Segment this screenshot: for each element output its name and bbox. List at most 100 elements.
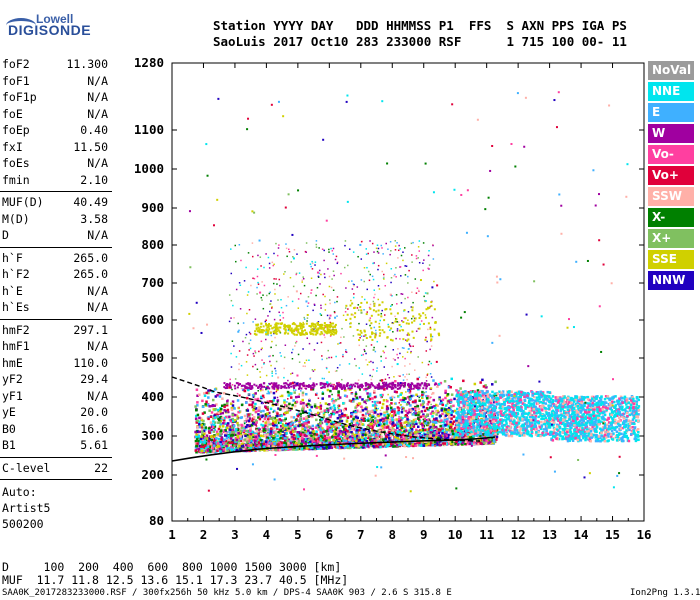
param-name: foE — [2, 106, 23, 121]
param-row: foF1 N/A — [2, 74, 108, 89]
legend-item-ssw: SSW — [648, 187, 694, 206]
param-name: fxI — [2, 139, 23, 154]
auto-line3: 500200 — [2, 517, 44, 531]
y-tick-label: 700 — [141, 275, 164, 290]
x-tick-label: 3 — [231, 527, 239, 542]
param-value: N/A — [87, 339, 108, 353]
y-tick-label: 600 — [141, 312, 164, 327]
param-row: MUF(D) 40.49 — [2, 195, 108, 210]
x-tick-label: 10 — [448, 527, 463, 542]
param-row: fmin 2.10 — [2, 173, 108, 188]
param-row: foEs N/A — [2, 156, 108, 171]
param-name: hmF2 — [2, 322, 30, 337]
param-value: 16.6 — [80, 421, 108, 436]
y-tick-label: 800 — [141, 237, 164, 252]
param-value: 3.58 — [80, 211, 108, 226]
y-tick-label: 1000 — [134, 161, 164, 176]
muf-row: MUF 11.7 11.8 12.5 13.6 15.1 17.3 23.7 4… — [2, 573, 349, 587]
param-value: 11.50 — [73, 139, 108, 154]
param-name: yE — [2, 405, 16, 419]
x-tick-label: 8 — [389, 527, 397, 542]
param-row: h`Es N/A — [2, 300, 108, 315]
param-name: yF2 — [2, 372, 23, 386]
param-row: yF2 29.4 — [2, 372, 108, 387]
param-row: yF1 N/A — [2, 389, 108, 404]
x-tick-label: 7 — [357, 527, 365, 542]
auto-line1: Auto: — [2, 485, 37, 499]
legend-item-x: X- — [648, 208, 694, 227]
profile-curve — [171, 436, 496, 462]
param-row: yE 20.0 — [2, 405, 108, 420]
x-tick-label: 12 — [511, 527, 526, 542]
param-value: N/A — [87, 156, 108, 170]
footer-info: SAA0K_2017283233000.RSF / 300fx256h 50 k… — [2, 588, 452, 598]
param-row: B0 16.6 — [2, 422, 108, 437]
param-name: h`F2 — [2, 267, 30, 281]
logo-swoosh-icon — [6, 18, 36, 33]
param-row: B1 5.61 — [2, 438, 108, 453]
param-name: hmF1 — [2, 339, 30, 353]
y-tick-label: 300 — [141, 428, 164, 443]
param-value: N/A — [87, 388, 108, 403]
logo-lowell: Lowell — [36, 12, 74, 26]
ionogram-plot: 1 2 3 4 5 6 7 8 9 10 11 12 13 14 15 1680200300400500600… — [134, 55, 652, 542]
legend-item-sse: SSE — [648, 250, 694, 269]
param-value: 29.4 — [80, 372, 108, 386]
echo-traces — [188, 91, 641, 493]
param-value: 0.40 — [80, 123, 108, 137]
legend-item-e: E — [648, 103, 694, 122]
legend-item-w: W — [648, 124, 694, 143]
param-value: 2.10 — [80, 172, 108, 187]
param-row: foEp 0.40 — [2, 123, 108, 138]
param-value: N/A — [87, 90, 108, 104]
legend-item-vo: Vo- — [648, 145, 694, 164]
footer-version: Ion2Png 1.3.17 — [630, 588, 700, 598]
legend-item-x: X+ — [648, 229, 694, 248]
header-line2: SaoLuis 2017 Oct10 283 233000 RSF 1 715 … — [213, 34, 627, 49]
distance-row: D 100 200 400 600 800 1000 1500 3000 [km… — [2, 560, 342, 574]
param-name: fmin — [2, 172, 30, 187]
param-separator — [0, 456, 112, 458]
x-tick-label: 1 — [168, 527, 176, 542]
param-value: 265.0 — [73, 267, 108, 281]
x-tick-label: 13 — [542, 527, 557, 542]
param-row: hmF2 297.1 — [2, 323, 108, 338]
x-tick-label: 11 — [479, 527, 494, 542]
param-row: C-level 22 — [2, 461, 108, 476]
param-value: 297.1 — [73, 322, 108, 337]
logo-digisonde: DIGISONDE — [8, 22, 92, 38]
param-name: h`F — [2, 250, 23, 265]
x-tick-label: 5 — [294, 527, 302, 542]
param-name: C-level — [2, 460, 51, 475]
y-tick-label: 900 — [141, 200, 164, 215]
param-value: 11.300 — [66, 57, 108, 71]
x-tick-label: 6 — [326, 527, 334, 542]
y-tick-label: 80 — [149, 513, 164, 528]
legend-item-nne: NNE — [648, 82, 694, 101]
param-name: yF1 — [2, 388, 23, 403]
param-separator — [0, 318, 112, 320]
y-tick-label: 1100 — [134, 122, 164, 137]
param-row: h`F 265.0 — [2, 251, 108, 266]
param-row: h`F2 265.0 — [2, 267, 108, 282]
param-separator — [0, 246, 112, 248]
header-line1: Station YYYY DAY DDD HHMMSS P1 FFS S AXN… — [213, 18, 627, 33]
param-name: MUF(D) — [2, 195, 44, 209]
x-tick-label: 4 — [263, 527, 271, 542]
x-tick-label: 16 — [636, 527, 651, 542]
parameter-panel: foF2 11.300 foF1 N/A foF1p N/A foE N/A foEp 0.40 f… — [0, 0, 112, 600]
param-separator — [0, 191, 112, 192]
param-name: h`Es — [2, 300, 30, 314]
param-value: N/A — [87, 283, 108, 298]
x-tick-label: 9 — [420, 527, 428, 542]
param-value: 265.0 — [73, 250, 108, 265]
param-value: 40.49 — [73, 195, 108, 209]
param-row: foF2 11.300 — [2, 57, 108, 72]
auto-line2: Artist5 — [2, 501, 51, 515]
param-name: hmE — [2, 355, 23, 370]
param-name: B0 — [2, 421, 16, 436]
param-value: 22 — [94, 460, 108, 475]
param-name: foEp — [2, 123, 30, 137]
param-row: D N/A — [2, 228, 108, 243]
param-value: 20.0 — [80, 405, 108, 419]
